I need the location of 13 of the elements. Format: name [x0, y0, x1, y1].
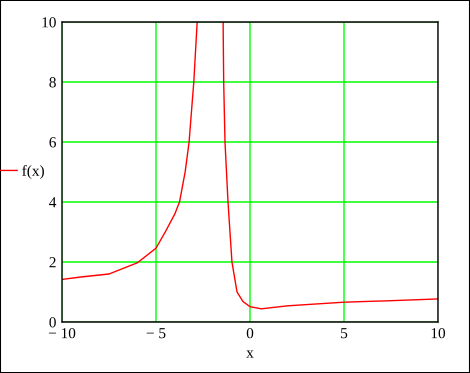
y-tick-label: 0 [49, 317, 56, 328]
y-tick-label: 10 [42, 17, 56, 28]
x-tick-label: − 5 [146, 328, 166, 338]
y-tick-label: 2 [49, 257, 56, 268]
y-tick-label: 6 [49, 137, 56, 148]
x-tick-label: 5 [341, 328, 348, 338]
x-axis-title: x [246, 350, 254, 358]
x-tick-label: 10 [432, 328, 446, 338]
x-tick-label: − 10 [48, 328, 76, 338]
x-tick-label: 0 [246, 328, 254, 338]
legend-label: f(x) [22, 164, 44, 180]
y-tick-label: 4 [49, 197, 56, 208]
y-tick-label: 8 [49, 77, 56, 88]
